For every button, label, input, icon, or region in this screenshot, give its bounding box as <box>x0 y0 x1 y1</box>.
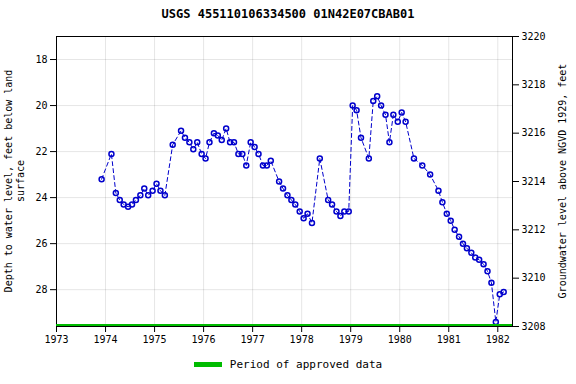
svg-text:22: 22 <box>35 146 47 157</box>
svg-text:26: 26 <box>35 238 47 249</box>
html-text:Period of approved data: Period of approved data <box>229 357 383 371</box>
svg-text:1977: 1977 <box>241 334 265 345</box>
svg-text:1974: 1974 <box>93 334 117 345</box>
svg-text:3212: 3212 <box>522 224 546 235</box>
html-text:USGS 455110106334500 01N42E07C: USGS 455110106334500 01N42E07CBAB01 <box>161 7 415 21</box>
svg-text:3210: 3210 <box>522 272 546 283</box>
svg-text:3220: 3220 <box>522 31 546 42</box>
svg-text:3218: 3218 <box>522 79 546 90</box>
svg-text:3216: 3216 <box>522 127 546 138</box>
svg-text:Groundwater level above NGVD 1: Groundwater level above NGVD 1929, feet <box>557 64 568 299</box>
svg-text:1976: 1976 <box>192 334 216 345</box>
svg-text:18: 18 <box>35 54 47 65</box>
svg-text:1981: 1981 <box>437 334 461 345</box>
svg-text:1980: 1980 <box>388 334 412 345</box>
svg-text:3214: 3214 <box>522 176 546 187</box>
svg-text:3208: 3208 <box>522 321 546 332</box>
svg-text:20: 20 <box>35 100 47 111</box>
svg-text:28: 28 <box>35 284 47 295</box>
svg-text:1979: 1979 <box>339 334 363 345</box>
svg-text:1973: 1973 <box>44 334 68 345</box>
svg-text:1975: 1975 <box>143 334 167 345</box>
svg-text:24: 24 <box>35 192 47 203</box>
svg-text:1978: 1978 <box>290 334 314 345</box>
svg-text:Depth to water level, feet bel: Depth to water level, feet below landsur… <box>3 70 26 293</box>
svg-text:1982: 1982 <box>486 334 510 345</box>
